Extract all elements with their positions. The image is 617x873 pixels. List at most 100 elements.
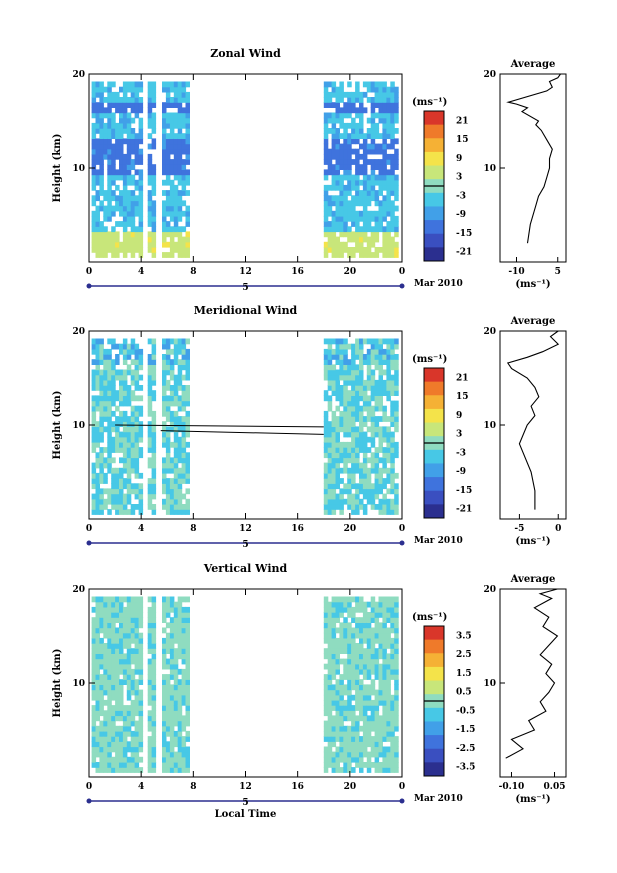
heatmap-cell [351, 369, 356, 376]
heatmap-cell [162, 374, 167, 381]
heatmap-cell [165, 741, 171, 748]
heatmap-cell [103, 112, 108, 119]
heatmap-cell [169, 498, 175, 505]
heatmap-cell [185, 694, 190, 701]
heatmap-cell [111, 710, 116, 717]
heatmap-cell [181, 179, 187, 186]
heatmap-cell [390, 653, 395, 660]
heatmap-cell [370, 493, 376, 500]
heatmap-cell [370, 452, 376, 459]
heatmap-cell [386, 756, 391, 763]
heatmap-cell [122, 164, 128, 170]
heatmap-cell [370, 86, 376, 93]
heatmap-cell [394, 374, 399, 381]
heatmap-cell [91, 153, 97, 160]
heatmap-cell [370, 483, 376, 490]
heatmap-cell [331, 730, 337, 737]
heatmap-cell [394, 390, 399, 396]
heatmap-cell [151, 410, 157, 417]
heatmap-cell [366, 720, 372, 727]
heatmap-cell [327, 81, 333, 88]
heatmap-cell [119, 400, 124, 407]
heatmap-cell [181, 348, 187, 355]
heatmap-cell [119, 169, 124, 176]
heatmap-cell [335, 606, 340, 613]
heatmap-cell [327, 601, 333, 608]
heatmap-cell [119, 684, 124, 691]
heatmap-cell [339, 354, 344, 360]
heatmap-cell [119, 379, 124, 386]
heatmap-cell [169, 369, 175, 376]
heatmap-cell [162, 117, 167, 124]
heatmap-cell [119, 488, 124, 495]
heatmap-cell [343, 746, 348, 753]
heatmap-cell [339, 756, 344, 763]
heatmap-cell [370, 436, 376, 443]
heatmap-cell [177, 112, 183, 119]
heatmap-cell [126, 436, 132, 443]
day-bar-end [86, 283, 92, 289]
heatmap-cell [331, 431, 337, 438]
heatmap-cell [122, 622, 128, 629]
heatmap-cell [347, 668, 352, 675]
heatmap-cell [362, 488, 368, 495]
heatmap-cell [169, 247, 175, 253]
heatmap-cell [181, 452, 187, 459]
heatmap-cell [95, 221, 100, 227]
heatmap-cell [162, 236, 167, 243]
heatmap-cell [99, 143, 104, 150]
heatmap-cell [370, 699, 376, 706]
heatmap-cell [122, 169, 128, 176]
heatmap-cell [103, 751, 108, 758]
heatmap-cell [169, 632, 175, 639]
heatmap-cell [173, 658, 179, 665]
heatmap-cell [115, 436, 120, 443]
heatmap-cell [374, 97, 380, 103]
heatmap-cell [151, 684, 157, 691]
heatmap-cell [366, 385, 372, 391]
heatmap-cell [359, 385, 364, 391]
heatmap-cell [339, 86, 344, 93]
heatmap-cell [181, 725, 187, 732]
heatmap-cell [177, 385, 183, 391]
heatmap-cell [390, 143, 395, 150]
heatmap-cell [366, 395, 372, 402]
heatmap-cell [339, 493, 344, 500]
heatmap-cell [374, 431, 380, 438]
heatmap-cell [162, 190, 167, 196]
heatmap-cell [165, 81, 171, 88]
heatmap-cell [382, 102, 387, 108]
heatmap-cell [173, 354, 179, 360]
heatmap-cell [119, 694, 124, 701]
profile-x-tick-label: -5 [514, 524, 524, 534]
profile-x-tick-label: -0.10 [499, 782, 525, 792]
heatmap-cell [339, 606, 344, 613]
heatmap-cell [177, 648, 183, 654]
heatmap-cell [386, 354, 391, 360]
heatmap-cell [343, 699, 348, 706]
heatmap-cell [351, 653, 356, 660]
heatmap-cell [362, 143, 368, 150]
heatmap-cell [362, 210, 368, 217]
heatmap-cell [335, 379, 340, 386]
heatmap-cell [370, 715, 376, 722]
heatmap-cell [111, 689, 116, 696]
heatmap-cell [347, 231, 352, 238]
heatmap-cell [323, 231, 329, 238]
heatmap-cell [339, 736, 344, 742]
heatmap-cell [347, 504, 352, 510]
heatmap-cell [339, 395, 344, 402]
heatmap-cell [130, 91, 136, 98]
heatmap-cell [169, 385, 175, 391]
heatmap-cell [173, 627, 179, 634]
heatmap-cell [382, 643, 387, 649]
heatmap-cell [382, 756, 387, 763]
heatmap-cell [99, 741, 104, 748]
heatmap-cell [134, 658, 140, 665]
heatmap-cell [370, 231, 376, 238]
heatmap-cell [130, 746, 136, 753]
heatmap-cell [323, 247, 329, 253]
heatmap-cell [362, 710, 368, 717]
heatmap-cell [374, 715, 380, 722]
heatmap-cell [362, 231, 368, 238]
